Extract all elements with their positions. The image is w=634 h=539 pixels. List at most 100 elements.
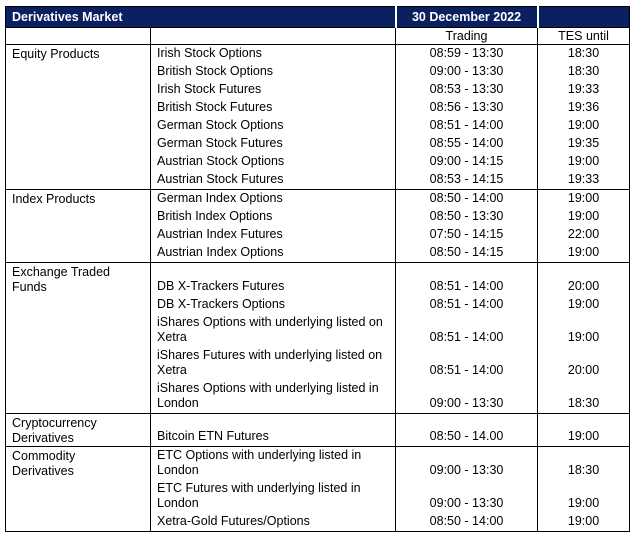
section-index-products: Index Products German Index Options 08:5… [5, 189, 631, 263]
product-name: German Index Options [150, 189, 397, 208]
table-row: German Stock Options 08:51 - 14:00 19:00 [6, 117, 631, 135]
tes-until-time: 19:00 [537, 295, 631, 314]
tes-until-time: 20:00 [537, 262, 631, 296]
table-row: Irish Stock Futures 08:53 - 13:30 19:33 [6, 81, 631, 99]
tes-until-time: 19:35 [537, 135, 631, 153]
trading-hours: 09:00 - 13:30 [395, 479, 539, 513]
product-name: German Stock Futures [150, 135, 397, 153]
trading-hours: 08:50 - 14:15 [395, 244, 539, 263]
table-row: Exchange Traded Funds DB X-Trackers Futu… [5, 262, 631, 413]
trading-hours: 08:56 - 13:30 [395, 99, 539, 117]
trading-hours: 08:50 - 13:30 [395, 208, 539, 226]
tes-until-time: 18:30 [537, 63, 631, 81]
tes-until-time: 18:30 [537, 446, 631, 480]
tes-until-time: 22:00 [537, 226, 631, 244]
tes-until-time: 19:00 [537, 512, 631, 531]
trading-hours: 08:55 - 14:00 [395, 135, 539, 153]
section-equity-products: Equity Products Irish Stock Options 08:5… [5, 44, 631, 190]
tes-until-time: 19:00 [537, 117, 631, 135]
table-row: British Index Options 08:50 - 13:30 19:0… [6, 208, 631, 226]
product-name: British Stock Options [150, 63, 397, 81]
category-label: Exchange Traded Funds [5, 262, 151, 413]
table-row: British Stock Futures 08:56 - 13:30 19:3… [6, 99, 631, 117]
trading-hours: 08:51 - 14:00 [395, 346, 539, 380]
trading-hours: 09:00 - 14:15 [395, 153, 539, 171]
table-row: Xetra-Gold Futures/Options 08:50 - 14:00… [6, 512, 631, 531]
category-label: Commodity Derivatives [5, 446, 151, 531]
section-commodity-derivatives: Commodity Derivatives ETC Options with u… [5, 446, 631, 531]
tes-until-time: 19:00 [537, 189, 631, 208]
tes-until-time: 19:00 [537, 153, 631, 171]
product-name: British Index Options [150, 208, 397, 226]
table-row: Cryptocurrency Derivatives Bitcoin ETN F… [5, 413, 631, 446]
trading-hours: 08:53 - 13:30 [395, 81, 539, 99]
table-row: iShares Options with underlying listed i… [6, 379, 631, 413]
product-name: Xetra-Gold Futures/Options [150, 512, 397, 531]
page-title: Derivatives Market [4, 6, 396, 28]
trading-hours: 08:51 - 14:00 [395, 262, 539, 296]
tes-until-time: 19:00 [537, 313, 631, 347]
table-row: Austrian Stock Options 09:00 - 14:15 19:… [6, 153, 631, 171]
product-name: Austrian Index Options [150, 244, 397, 263]
section-cryptocurrency-derivatives: Cryptocurrency Derivatives Bitcoin ETN F… [5, 413, 631, 446]
table-row: Austrian Index Futures 07:50 - 14:15 22:… [6, 226, 631, 244]
tes-until-time: 19:00 [537, 479, 631, 513]
table-row: iShares Options with underlying listed o… [6, 313, 631, 347]
tes-until-time: 19:00 [537, 208, 631, 226]
derivatives-market-table: Derivatives Market 30 December 2022 Trad… [4, 6, 631, 532]
product-name: Austrian Stock Options [150, 153, 397, 171]
column-header-tes-until: TES until [537, 27, 631, 45]
product-name: Irish Stock Options [150, 44, 397, 63]
category-label: Equity Products [5, 44, 151, 190]
trading-hours: 07:50 - 14:15 [395, 226, 539, 244]
banner-blank-cell [536, 6, 631, 28]
trading-hours: 09:00 - 13:30 [395, 379, 539, 413]
column-header-trading: Trading [395, 27, 539, 45]
table-row: ETC Futures with underlying listed in Lo… [6, 479, 631, 513]
table-row: British Stock Options 09:00 - 13:30 18:3… [6, 63, 631, 81]
trading-hours: 08:51 - 14:00 [395, 295, 539, 314]
column-header-row: Trading TES until [5, 27, 631, 45]
product-name: Austrian Stock Futures [150, 171, 397, 190]
tes-until-time: 19:33 [537, 81, 631, 99]
trading-hours: 09:00 - 13:30 [395, 446, 539, 480]
product-name: DB X-Trackers Futures [150, 262, 397, 296]
product-name: iShares Futures with underlying listed o… [150, 346, 397, 380]
category-label: Index Products [5, 189, 151, 263]
table-row: iShares Futures with underlying listed o… [6, 346, 631, 380]
table-row: Austrian Index Options 08:50 - 14:15 19:… [6, 244, 631, 263]
tes-until-time: 19:33 [537, 171, 631, 190]
tes-until-time: 19:00 [537, 413, 631, 446]
tes-until-time: 18:30 [537, 44, 631, 63]
trading-hours: 08:50 - 14.00 [395, 413, 539, 446]
product-name: German Stock Options [150, 117, 397, 135]
trading-hours: 08:51 - 14:00 [395, 313, 539, 347]
product-name: DB X-Trackers Options [150, 295, 397, 314]
table-row: Austrian Stock Futures 08:53 - 14:15 19:… [6, 171, 631, 190]
trading-hours: 08:59 - 13:30 [395, 44, 539, 63]
subhead-blank-product [150, 27, 397, 45]
subhead-blank-category [5, 27, 151, 45]
tes-until-time: 19:36 [537, 99, 631, 117]
product-name: Bitcoin ETN Futures [150, 413, 397, 446]
tes-until-time: 20:00 [537, 346, 631, 380]
banner-row: Derivatives Market 30 December 2022 [4, 6, 631, 28]
tes-until-time: 18:30 [537, 379, 631, 413]
section-exchange-traded-funds: Exchange Traded Funds DB X-Trackers Futu… [5, 262, 631, 413]
product-name: Austrian Index Futures [150, 226, 397, 244]
product-name: iShares Options with underlying listed o… [150, 313, 397, 347]
category-label: Cryptocurrency Derivatives [5, 413, 151, 446]
trading-hours: 08:50 - 14:00 [395, 189, 539, 208]
trading-hours: 09:00 - 13:30 [395, 63, 539, 81]
table-row: Commodity Derivatives ETC Options with u… [5, 446, 631, 531]
trading-hours: 08:51 - 14:00 [395, 117, 539, 135]
product-name: ETC Futures with underlying listed in Lo… [150, 479, 397, 513]
trading-hours: 08:50 - 14:00 [395, 512, 539, 531]
trading-hours: 08:53 - 14:15 [395, 171, 539, 190]
product-name: British Stock Futures [150, 99, 397, 117]
table-row: German Stock Futures 08:55 - 14:00 19:35 [6, 135, 631, 153]
date-header: 30 December 2022 [394, 6, 538, 28]
table-row: DB X-Trackers Options 08:51 - 14:00 19:0… [6, 295, 631, 314]
tes-until-time: 19:00 [537, 244, 631, 263]
table-row: Index Products German Index Options 08:5… [5, 189, 631, 263]
